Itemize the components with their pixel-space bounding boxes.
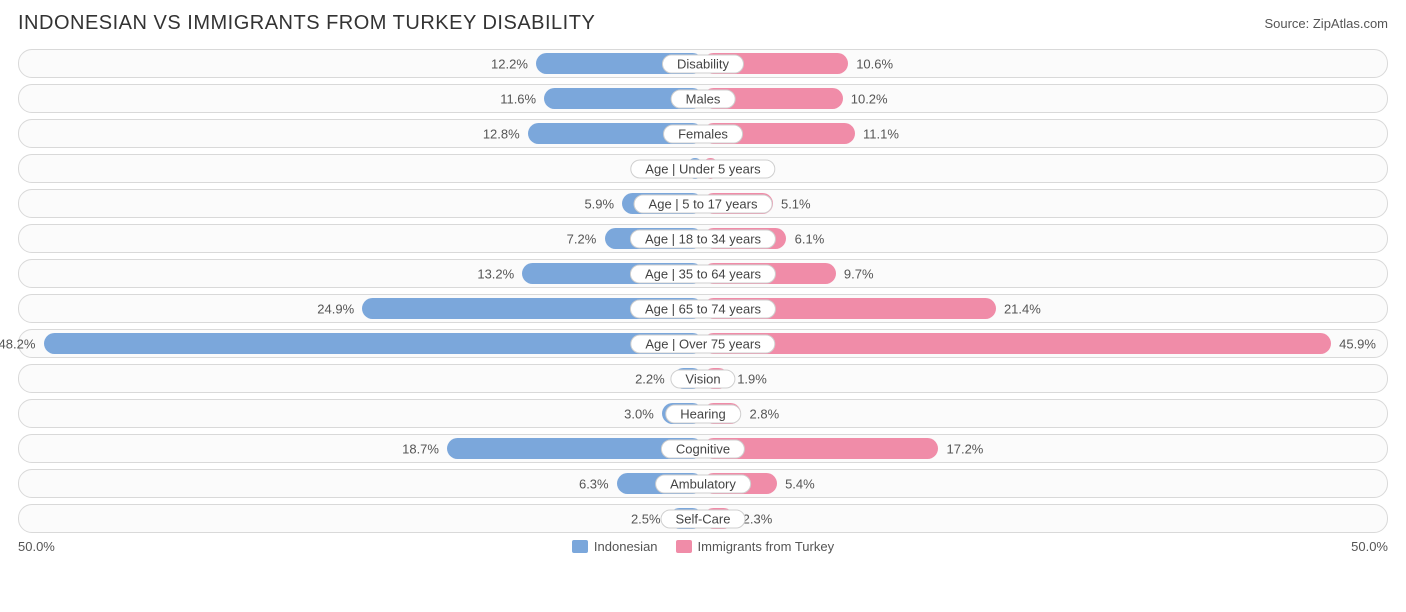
value-right: 10.2% [851,91,888,106]
row-label: Hearing [665,404,741,423]
chart-row: 3.0% 2.8% Hearing [18,399,1388,428]
row-label: Age | 65 to 74 years [630,299,776,318]
row-label: Age | 35 to 64 years [630,264,776,283]
value-left: 2.2% [635,371,665,386]
bar-right [703,333,1331,354]
value-right: 2.3% [743,511,773,526]
chart-row: 12.2% 10.6% Disability [18,49,1388,78]
legend-item-left: Indonesian [572,539,658,554]
chart-row: 24.9% 21.4% Age | 65 to 74 years [18,294,1388,323]
row-label: Males [671,89,736,108]
legend-swatch-right [676,540,692,553]
row-label: Ambulatory [655,474,751,493]
row-label: Self-Care [661,509,746,528]
chart-source: Source: ZipAtlas.com [1264,16,1388,31]
value-right: 11.1% [863,126,899,141]
value-left: 2.5% [631,511,661,526]
legend-item-right: Immigrants from Turkey [676,539,835,554]
legend-label-left: Indonesian [594,539,658,554]
row-label: Cognitive [661,439,745,458]
chart-title: INDONESIAN VS IMMIGRANTS FROM TURKEY DIS… [18,12,595,35]
value-right: 9.7% [844,266,874,281]
value-right: 5.1% [781,196,811,211]
value-left: 11.6% [500,91,536,106]
value-right: 2.8% [750,406,780,421]
chart-row: 1.2%1.1%Age | Under 5 years [18,154,1388,183]
row-label: Age | 5 to 17 years [634,194,773,213]
chart-row: 13.2% 9.7% Age | 35 to 64 years [18,259,1388,288]
value-right: 45.9% [1339,336,1376,351]
value-left: 6.3% [579,476,609,491]
value-right: 17.2% [947,441,984,456]
row-label: Females [663,124,743,143]
row-label: Disability [662,54,744,73]
row-label: Age | Under 5 years [630,159,775,178]
value-right: 10.6% [856,56,893,71]
row-label: Vision [670,369,735,388]
value-left: 24.9% [317,301,354,316]
value-right: 6.1% [795,231,825,246]
chart-row: 2.2% 1.9%Vision [18,364,1388,393]
value-left: 13.2% [477,266,514,281]
chart-row: 18.7% 17.2% Cognitive [18,434,1388,463]
value-left: 3.0% [624,406,654,421]
row-label: Age | 18 to 34 years [630,229,776,248]
legend-swatch-left [572,540,588,553]
chart-row: 11.6% 10.2% Males [18,84,1388,113]
legend-label-right: Immigrants from Turkey [698,539,835,554]
value-left: 5.9% [584,196,614,211]
chart-footer: 50.0% Indonesian Immigrants from Turkey … [18,539,1388,554]
chart-header: INDONESIAN VS IMMIGRANTS FROM TURKEY DIS… [18,12,1388,35]
diverging-bar-chart: 12.2% 10.6% Disability 11.6% 10.2% Males 12.8%… [18,49,1388,533]
value-right: 21.4% [1004,301,1041,316]
value-left: 18.7% [402,441,439,456]
row-label: Age | Over 75 years [630,334,775,353]
axis-max-left: 50.0% [18,539,55,554]
axis-max-right: 50.0% [1351,539,1388,554]
chart-row: 2.5% 2.3%Self-Care [18,504,1388,533]
value-left: 12.8% [483,126,520,141]
legend: Indonesian Immigrants from Turkey [572,539,834,554]
chart-row: 5.9% 5.1% Age | 5 to 17 years [18,189,1388,218]
value-left: 7.2% [567,231,597,246]
value-right: 5.4% [785,476,815,491]
chart-row: 7.2% 6.1% Age | 18 to 34 years [18,224,1388,253]
chart-row: 48.2%45.9%Age | Over 75 years [18,329,1388,358]
bar-left [44,333,703,354]
value-right: 1.9% [737,371,767,386]
value-left: 12.2% [491,56,528,71]
chart-row: 6.3% 5.4% Ambulatory [18,469,1388,498]
chart-row: 12.8% 11.1% Females [18,119,1388,148]
value-left: 48.2% [0,336,35,351]
